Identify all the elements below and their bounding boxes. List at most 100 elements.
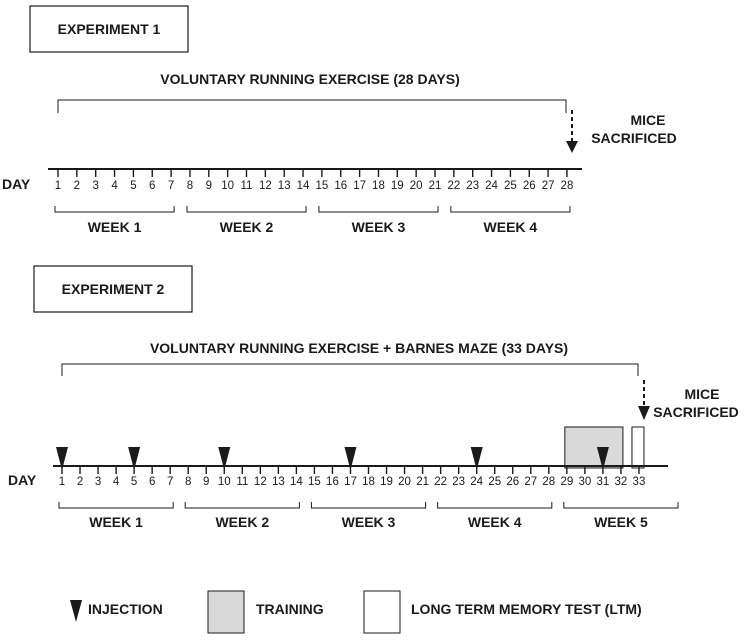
- week-label: WEEK 2: [220, 219, 274, 235]
- day-label: 32: [615, 476, 628, 488]
- day-label: 21: [416, 476, 429, 488]
- ltm-box: [631, 426, 645, 469]
- day-label: 14: [290, 476, 303, 488]
- experiment2-sacrifice-arrowhead: [638, 406, 650, 420]
- experiment2-injection-markers: [56, 447, 609, 470]
- week-bracket: [54, 206, 175, 213]
- day-label: 14: [297, 180, 310, 192]
- day-label: 5: [130, 180, 136, 192]
- experiment1-title: EXPERIMENT 1: [58, 21, 161, 37]
- day-label: 26: [523, 180, 536, 192]
- experiment2-day-labels: 1 2 3 4 5 6 7 8 9 10 11 12 13 14 15 16 17 18 19 20 21 22 23 24 2…: [59, 476, 646, 488]
- day-label: 10: [221, 180, 234, 192]
- day-label: 16: [326, 476, 339, 488]
- injection-marker: [470, 447, 483, 470]
- experiment2-title: EXPERIMENT 2: [62, 281, 165, 297]
- week-label: WEEK 3: [342, 514, 396, 530]
- legend-injection-icon: [70, 600, 82, 622]
- day-label: 24: [485, 180, 498, 192]
- week-bracket: [563, 502, 679, 509]
- day-label: 19: [391, 180, 404, 192]
- day-label: 12: [254, 476, 267, 488]
- week-bracket: [437, 502, 553, 509]
- experiment1-end-label-line1: MICE: [631, 112, 666, 128]
- day-label: 3: [92, 180, 98, 192]
- day-label: 8: [185, 476, 191, 488]
- day-label: 29: [560, 476, 573, 488]
- experiment2-phase-boxes: [564, 426, 645, 469]
- day-label: 24: [470, 476, 483, 488]
- day-label: 10: [218, 476, 231, 488]
- day-label: 25: [488, 476, 501, 488]
- day-label: 25: [504, 180, 517, 192]
- week-bracket: [318, 206, 439, 213]
- experiment2-duration-bracket: [61, 363, 639, 376]
- week-label: WEEK 3: [352, 219, 406, 235]
- day-label: 30: [578, 476, 591, 488]
- experiment2-day-label: DAY: [8, 472, 37, 488]
- day-label: 21: [429, 180, 442, 192]
- experiment2-title-box: [33, 265, 193, 313]
- injection-marker: [128, 447, 141, 470]
- day-label: 1: [55, 180, 61, 192]
- day-label: 4: [113, 476, 120, 488]
- day-label: 1: [59, 476, 65, 488]
- day-label: 11: [236, 476, 248, 488]
- day-label: 19: [380, 476, 393, 488]
- experiment1-day-labels: 1 2 3 4 5 6 7 8 9 10 11 12 13 14 15 16 17 18 19 20 21 22 23 24 2…: [55, 180, 574, 192]
- day-label: 17: [353, 180, 366, 192]
- day-label: 31: [597, 476, 610, 488]
- day-label: 22: [447, 180, 460, 192]
- week-bracket: [310, 502, 427, 509]
- day-label: 12: [259, 180, 272, 192]
- experiment2-end-label-line1: MICE: [685, 386, 720, 402]
- day-label: 20: [398, 476, 411, 488]
- experiment2-end-label-line2: SACRIFICED: [653, 404, 739, 420]
- day-label: 11: [241, 180, 253, 192]
- day-label: 23: [452, 476, 465, 488]
- experiment1-day-label: DAY: [2, 176, 31, 192]
- day-label: 28: [561, 180, 574, 192]
- day-label: 4: [111, 180, 118, 192]
- legend-ltm-swatch: [363, 590, 401, 634]
- week-label: WEEK 2: [215, 514, 269, 530]
- legend-ltm-label: LONG TERM MEMORY TEST (LTM): [411, 601, 642, 617]
- day-label: 23: [466, 180, 479, 192]
- week-label: WEEK 1: [89, 514, 143, 530]
- day-label: 26: [506, 476, 519, 488]
- experiment1-day-ticks: [57, 169, 568, 177]
- experiment2-bracket-label: VOLUNTARY RUNNING EXERCISE + BARNES MAZE…: [150, 340, 568, 356]
- day-label: 17: [344, 476, 357, 488]
- day-label: 18: [362, 476, 375, 488]
- experiment1-sacrifice-arrowhead: [566, 141, 578, 153]
- day-label: 13: [272, 476, 285, 488]
- day-label: 2: [74, 180, 80, 192]
- week-label: WEEK 1: [88, 219, 142, 235]
- day-label: 16: [334, 180, 347, 192]
- week-label: WEEK 4: [468, 514, 522, 530]
- injection-marker: [596, 447, 609, 470]
- injection-marker: [218, 447, 231, 470]
- day-label: 9: [206, 180, 212, 192]
- day-label: 28: [542, 476, 555, 488]
- legend-training-label: TRAINING: [256, 601, 324, 617]
- day-label: 9: [203, 476, 209, 488]
- injection-marker: [56, 447, 68, 470]
- training-box: [564, 426, 624, 469]
- day-label: 5: [131, 476, 137, 488]
- injection-marker: [344, 447, 357, 470]
- experiment1-end-label-line2: SACRIFICED: [591, 130, 677, 146]
- experiment1-bracket-label: VOLUNTARY RUNNING EXERCISE (28 DAYS): [160, 71, 460, 87]
- experiment1-duration-bracket: [57, 99, 567, 113]
- day-label: 2: [77, 476, 83, 488]
- legend-training-swatch: [207, 590, 245, 634]
- day-label: 6: [149, 476, 155, 488]
- day-label: 15: [316, 180, 329, 192]
- experiment1-title-box: [29, 5, 189, 53]
- week-bracket: [186, 206, 307, 213]
- day-label: 18: [372, 180, 385, 192]
- experiment1-week-brackets: WEEK 1 WEEK 2 WEEK 3 WEEK 4: [54, 206, 571, 235]
- day-label: 6: [149, 180, 155, 192]
- day-label: 27: [524, 476, 537, 488]
